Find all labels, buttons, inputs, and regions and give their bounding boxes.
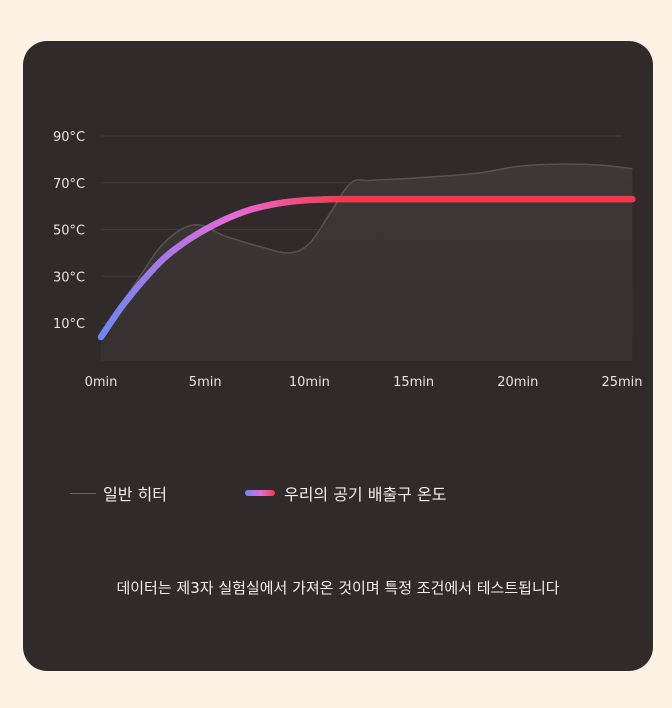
x-tick-label: 0min (85, 375, 118, 390)
legend-swatch-heater (70, 492, 96, 494)
series-line-heater (100, 163, 633, 333)
legend-item-heater: 일반 히터 (70, 481, 167, 505)
y-tick-label: 50°C (53, 224, 85, 239)
legend-item-air-vent: 우리의 공기 배출구 온도 (244, 481, 447, 505)
chart-card: 10°C 30°C 50°C 70°C 90°C 0min 5min 10min 15min 2… (23, 41, 653, 671)
x-tick-label: 5min (189, 375, 222, 390)
x-tick-label: 20min (497, 375, 538, 390)
legend-label-heater: 일반 히터 (103, 485, 167, 504)
series-area-heater (101, 164, 633, 361)
y-tick-label: 10°C (53, 317, 85, 332)
chart-plot: 10°C 30°C 50°C 70°C 90°C 0min 5min 10min 15min 2… (53, 130, 643, 390)
x-tick-label: 15min (393, 375, 434, 390)
x-tick-label: 25min (601, 375, 642, 390)
y-tick-label: 70°C (53, 177, 85, 192)
series-line-air-vent (97, 195, 636, 341)
legend: 일반 히터 우리의 공기 배출구 온도 (70, 482, 446, 504)
y-tick-label: 90°C (53, 130, 85, 145)
legend-swatch-air-vent (244, 490, 275, 496)
y-tick-label: 30°C (53, 270, 85, 285)
footnote: 데이터는 제3자 실험실에서 가져온 것이며 특정 조건에서 테스트됩니다 (116, 579, 560, 597)
x-tick-label: 10min (289, 375, 330, 390)
legend-label-air-vent: 우리의 공기 배출구 온도 (283, 485, 447, 504)
